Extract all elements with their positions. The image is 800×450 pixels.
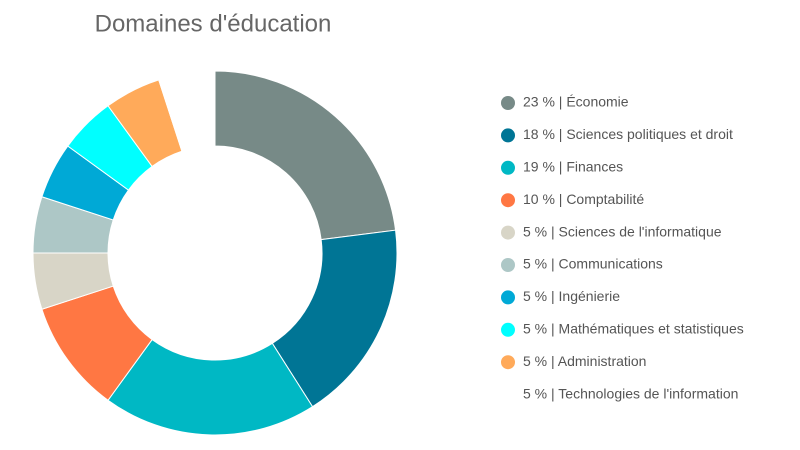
legend-label: 5 % | Technologies de l'information — [523, 385, 738, 401]
legend-label: 10 % | Comptabilité — [523, 191, 644, 207]
legend-label: 23 % | Économie — [523, 94, 629, 110]
legend-marker — [501, 290, 515, 305]
legend-marker — [501, 387, 515, 402]
legend-label: 19 % | Finances — [523, 159, 623, 175]
legend-label: 5 % | Sciences de l'informatique — [523, 223, 722, 239]
legend-label: 5 % | Mathématiques et statistiques — [523, 321, 744, 337]
legend-label: 5 % | Administration — [523, 353, 646, 369]
chart-title: Domaines d'éducation — [95, 10, 332, 37]
legend-marker — [501, 96, 515, 110]
legend-marker — [501, 128, 515, 143]
legend-label: 18 % | Sciences politiques et droit — [523, 126, 733, 142]
donut-slice — [214, 70, 397, 241]
legend-marker — [501, 225, 515, 240]
legend-marker — [501, 322, 515, 337]
legend-label: 5 % | Ingénierie — [523, 288, 620, 304]
legend-marker — [501, 258, 515, 272]
donut-slice — [107, 338, 314, 436]
legend-label: 5 % | Communications — [523, 256, 663, 272]
donut-slice — [158, 70, 216, 152]
legend-marker — [501, 160, 515, 175]
legend-marker — [501, 193, 515, 208]
legend-marker — [501, 355, 515, 370]
